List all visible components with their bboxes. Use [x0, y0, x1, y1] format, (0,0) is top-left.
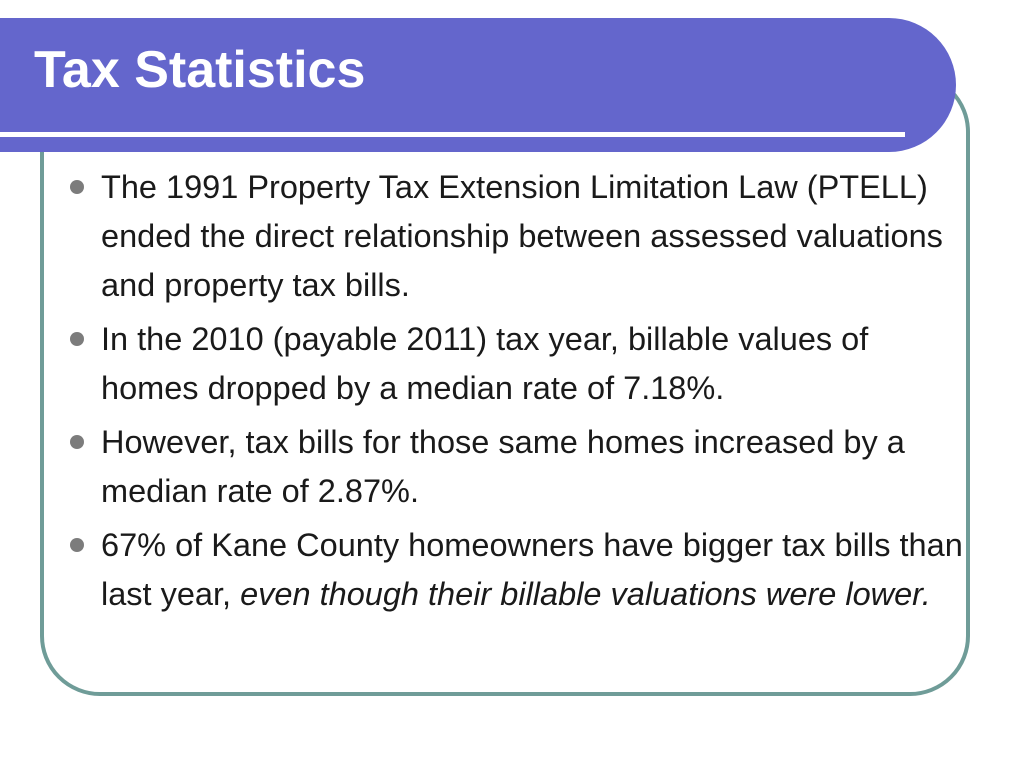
bullet-item: 67% of Kane County homeowners have bigge…: [70, 521, 965, 619]
title-underline: [0, 132, 905, 137]
bullet-emphasis-text: even though their billable valuations we…: [240, 576, 931, 612]
bullet-dot-icon: [70, 538, 84, 552]
bullet-item: The 1991 Property Tax Extension Limitati…: [70, 163, 965, 310]
content-frame: [40, 72, 970, 696]
bullet-item: However, tax bills for those same homes …: [70, 418, 965, 516]
bullet-dot-icon: [70, 180, 84, 194]
bullet-list: The 1991 Property Tax Extension Limitati…: [70, 163, 965, 624]
title-banner: [0, 18, 956, 152]
bullet-item: In the 2010 (payable 2011) tax year, bil…: [70, 315, 965, 413]
bullet-text: The 1991 Property Tax Extension Limitati…: [101, 169, 943, 303]
bullet-dot-icon: [70, 435, 84, 449]
bullet-text: However, tax bills for those same homes …: [101, 424, 905, 509]
slide-title: Tax Statistics: [34, 41, 366, 99]
bullet-text: In the 2010 (payable 2011) tax year, bil…: [101, 321, 869, 406]
bullet-text: 67% of Kane County homeowners have bigge…: [101, 527, 963, 612]
bullet-dot-icon: [70, 332, 84, 346]
